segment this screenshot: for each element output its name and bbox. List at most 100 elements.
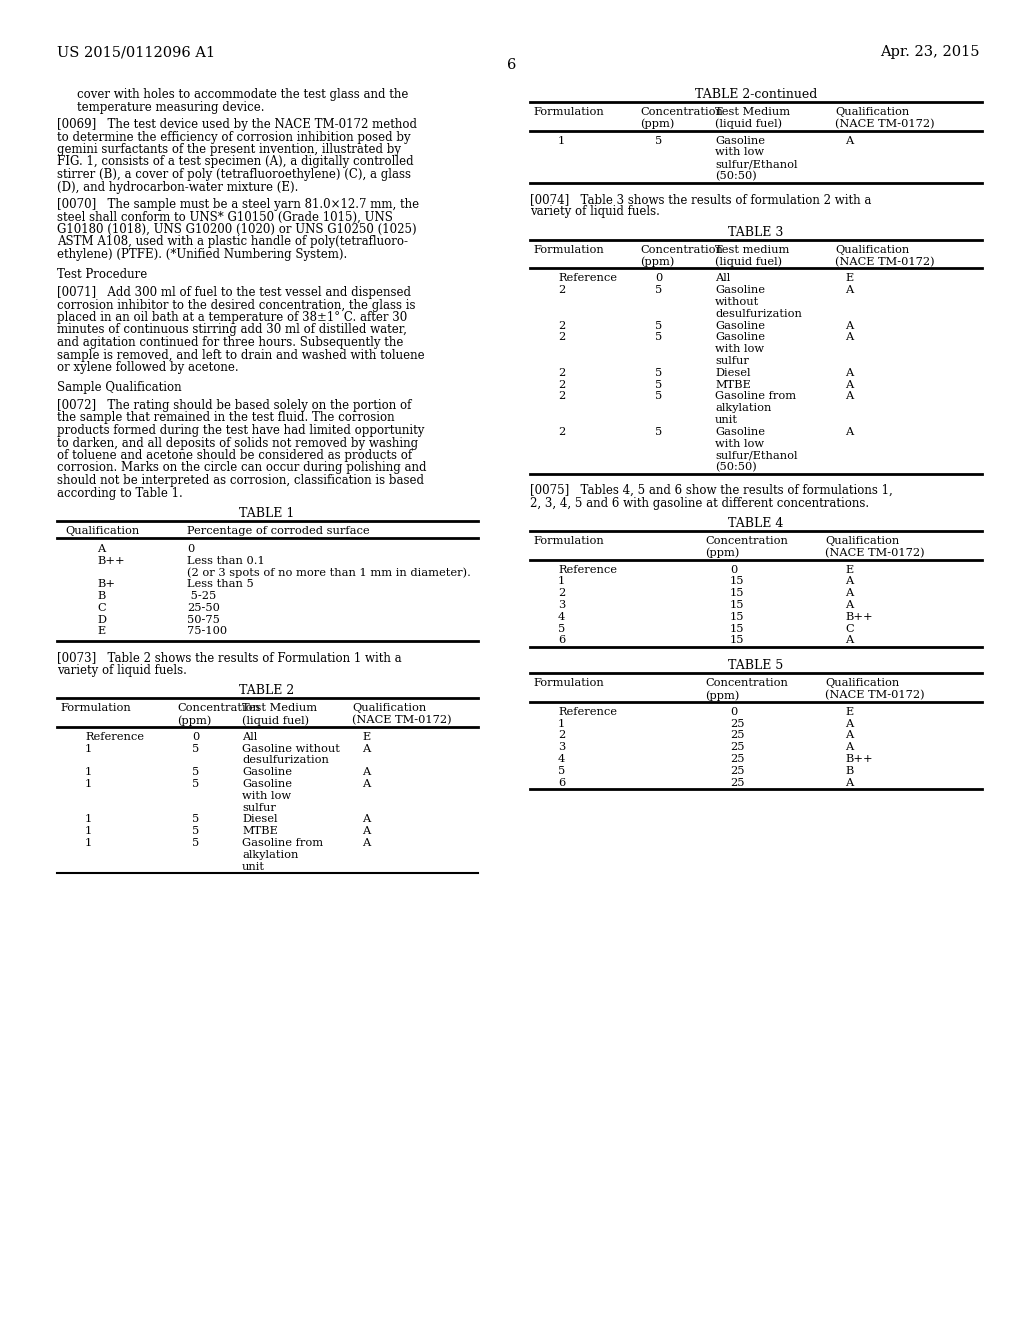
- Text: 75-100: 75-100: [187, 627, 227, 636]
- Text: 15: 15: [730, 623, 744, 634]
- Text: 1: 1: [85, 779, 92, 789]
- Text: E: E: [845, 273, 853, 284]
- Text: A: A: [845, 742, 853, 752]
- Text: Test Medium: Test Medium: [242, 704, 317, 713]
- Text: A: A: [845, 333, 853, 342]
- Text: variety of liquid fuels.: variety of liquid fuels.: [530, 206, 659, 218]
- Text: 6: 6: [558, 635, 565, 645]
- Text: 1: 1: [558, 577, 565, 586]
- Text: (NACE TM-0172): (NACE TM-0172): [352, 715, 452, 725]
- Text: A: A: [845, 380, 853, 389]
- Text: 1: 1: [558, 136, 565, 145]
- Text: Gasoline without: Gasoline without: [242, 743, 340, 754]
- Text: 6: 6: [507, 58, 517, 73]
- Text: 5: 5: [193, 767, 200, 777]
- Text: (NACE TM-0172): (NACE TM-0172): [835, 256, 935, 267]
- Text: Formulation: Formulation: [534, 536, 604, 546]
- Text: 15: 15: [730, 577, 744, 586]
- Text: 25: 25: [730, 766, 744, 776]
- Text: alkylation: alkylation: [242, 850, 298, 859]
- Text: 5: 5: [655, 368, 663, 378]
- Text: Concentration: Concentration: [705, 536, 787, 546]
- Text: (liquid fuel): (liquid fuel): [242, 715, 309, 726]
- Text: A: A: [845, 589, 853, 598]
- Text: with low: with low: [715, 438, 764, 449]
- Text: Test Procedure: Test Procedure: [57, 268, 147, 281]
- Text: (NACE TM-0172): (NACE TM-0172): [835, 119, 935, 129]
- Text: [0073]   Table 2 shows the results of Formulation 1 with a: [0073] Table 2 shows the results of Form…: [57, 651, 401, 664]
- Text: [0075]   Tables 4, 5 and 6 show the results of formulations 1,: [0075] Tables 4, 5 and 6 show the result…: [530, 484, 893, 498]
- Text: (ppm): (ppm): [705, 548, 739, 558]
- Text: of toluene and acetone should be considered as products of: of toluene and acetone should be conside…: [57, 449, 412, 462]
- Text: TABLE 3: TABLE 3: [728, 226, 783, 239]
- Text: FIG. 1, consists of a test specimen (A), a digitally controlled: FIG. 1, consists of a test specimen (A),…: [57, 156, 414, 169]
- Text: 5: 5: [193, 779, 200, 789]
- Text: 5: 5: [655, 136, 663, 145]
- Text: All: All: [715, 273, 730, 284]
- Text: Qualification: Qualification: [65, 525, 139, 536]
- Text: 25: 25: [730, 742, 744, 752]
- Text: C: C: [845, 623, 854, 634]
- Text: 2: 2: [558, 426, 565, 437]
- Text: 3: 3: [558, 742, 565, 752]
- Text: 50-75: 50-75: [187, 615, 220, 624]
- Text: 5: 5: [655, 333, 663, 342]
- Text: A: A: [362, 838, 371, 847]
- Text: A: A: [845, 601, 853, 610]
- Text: (liquid fuel): (liquid fuel): [715, 256, 782, 267]
- Text: temperature measuring device.: temperature measuring device.: [77, 100, 264, 114]
- Text: 4: 4: [558, 611, 565, 622]
- Text: Qualification: Qualification: [835, 107, 909, 117]
- Text: (ppm): (ppm): [640, 256, 675, 267]
- Text: ethylene) (PTFE). (*Unified Numbering System).: ethylene) (PTFE). (*Unified Numbering Sy…: [57, 248, 347, 261]
- Text: (ppm): (ppm): [705, 690, 739, 701]
- Text: gemini surfactants of the present invention, illustrated by: gemini surfactants of the present invent…: [57, 143, 401, 156]
- Text: A: A: [845, 321, 853, 330]
- Text: Formulation: Formulation: [534, 107, 604, 117]
- Text: [0074]   Table 3 shows the results of formulation 2 with a: [0074] Table 3 shows the results of form…: [530, 193, 871, 206]
- Text: unit: unit: [242, 862, 265, 871]
- Text: desulfurization: desulfurization: [242, 755, 329, 766]
- Text: E: E: [845, 706, 853, 717]
- Text: TABLE 2: TABLE 2: [240, 684, 295, 697]
- Text: 3: 3: [558, 601, 565, 610]
- Text: (ppm): (ppm): [640, 119, 675, 129]
- Text: 1: 1: [85, 743, 92, 754]
- Text: cover with holes to accommodate the test glass and the: cover with holes to accommodate the test…: [77, 88, 409, 102]
- Text: 5: 5: [558, 766, 565, 776]
- Text: A: A: [845, 392, 853, 401]
- Text: corrosion inhibitor to the desired concentration, the glass is: corrosion inhibitor to the desired conce…: [57, 298, 416, 312]
- Text: A: A: [845, 730, 853, 741]
- Text: 5: 5: [655, 380, 663, 389]
- Text: 2: 2: [558, 392, 565, 401]
- Text: Gasoline from: Gasoline from: [242, 838, 324, 847]
- Text: E: E: [362, 731, 370, 742]
- Text: D: D: [97, 615, 106, 624]
- Text: Reference: Reference: [558, 706, 617, 717]
- Text: to determine the efficiency of corrosion inhibition posed by: to determine the efficiency of corrosion…: [57, 131, 411, 144]
- Text: Test medium: Test medium: [715, 244, 790, 255]
- Text: Gasoline: Gasoline: [242, 779, 292, 789]
- Text: (50:50): (50:50): [715, 172, 757, 181]
- Text: sulfur: sulfur: [715, 356, 749, 366]
- Text: corrosion. Marks on the circle can occur during polishing and: corrosion. Marks on the circle can occur…: [57, 462, 427, 474]
- Text: without: without: [715, 297, 759, 308]
- Text: 2: 2: [558, 285, 565, 296]
- Text: 5: 5: [193, 814, 200, 825]
- Text: Qualification: Qualification: [825, 678, 899, 688]
- Text: 4: 4: [558, 754, 565, 764]
- Text: Gasoline: Gasoline: [715, 321, 765, 330]
- Text: Less than 5: Less than 5: [187, 579, 254, 589]
- Text: and agitation continued for three hours. Subsequently the: and agitation continued for three hours.…: [57, 337, 403, 348]
- Text: TABLE 1: TABLE 1: [240, 507, 295, 520]
- Text: 5: 5: [558, 623, 565, 634]
- Text: B+: B+: [97, 579, 115, 589]
- Text: Diesel: Diesel: [242, 814, 278, 825]
- Text: Reference: Reference: [558, 565, 617, 574]
- Text: MTBE: MTBE: [715, 380, 751, 389]
- Text: 2: 2: [558, 321, 565, 330]
- Text: Diesel: Diesel: [715, 368, 751, 378]
- Text: (liquid fuel): (liquid fuel): [715, 119, 782, 129]
- Text: 1: 1: [85, 814, 92, 825]
- Text: 15: 15: [730, 601, 744, 610]
